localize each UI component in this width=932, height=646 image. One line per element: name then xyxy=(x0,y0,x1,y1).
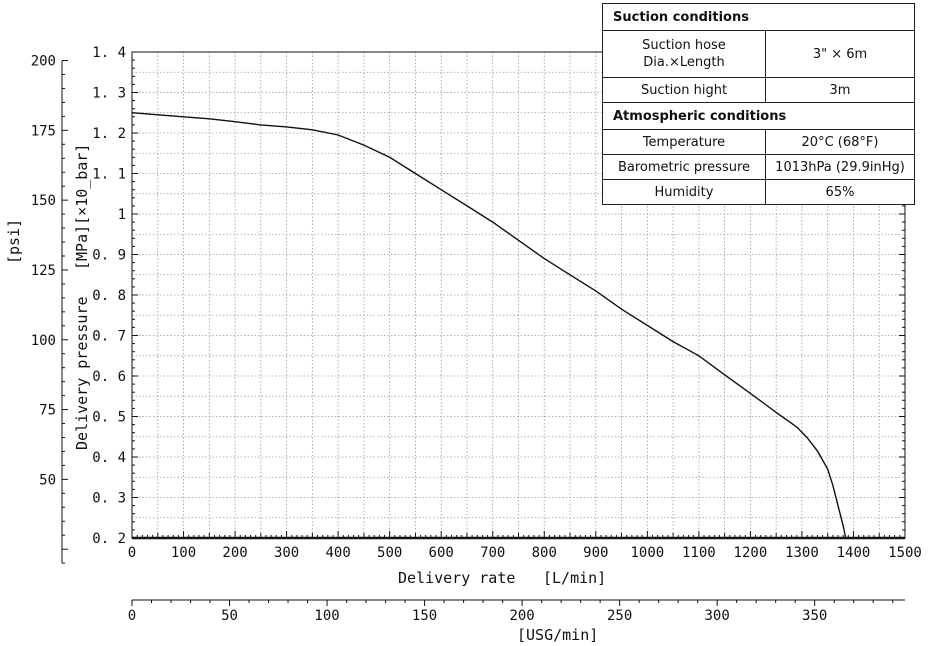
conditions-table: Suction conditions Suction hose Dia.×Len… xyxy=(602,3,915,205)
y2-tick-label: 175 xyxy=(31,123,56,139)
x-tick-label: 300 xyxy=(274,545,299,561)
suction-hose-label-line1: Suction hose xyxy=(642,38,726,53)
x2-tick-label: 250 xyxy=(607,608,632,624)
y2-tick-label: 100 xyxy=(31,333,56,349)
x2-tick-label: 150 xyxy=(412,608,437,624)
x-tick-label: 500 xyxy=(377,545,402,561)
y-tick-label: 1. 4 xyxy=(92,45,126,61)
x-tick-label: 1100 xyxy=(682,545,716,561)
y-tick-label: 0. 8 xyxy=(92,288,126,304)
temperature-label: Temperature xyxy=(602,129,766,155)
suction-hose-label-line2: Dia.×Length xyxy=(643,55,725,70)
barometric-pressure-label: Barometric pressure xyxy=(602,154,766,180)
x-tick-label: 200 xyxy=(222,545,247,561)
suction-conditions-header: Suction conditions xyxy=(602,3,915,31)
x2-tick-label: 300 xyxy=(705,608,730,624)
x-tick-label: 1000 xyxy=(630,545,664,561)
atmospheric-conditions-header: Atmospheric conditions xyxy=(602,102,915,130)
axis-tick-labels: 0 100 200 300 400 500 600 700 800 900 1000 1100 1200… xyxy=(31,45,922,624)
x2-axis-label: [USG/min] xyxy=(517,626,598,644)
y-tick-label: 0. 2 xyxy=(92,531,126,547)
x-tick-label: 1400 xyxy=(837,545,871,561)
y2-tick-label: 125 xyxy=(31,263,56,279)
x-tick-label: 100 xyxy=(171,545,196,561)
y2-axis-label: [psi] xyxy=(5,219,23,264)
y-tick-label: 0. 3 xyxy=(92,491,126,507)
x-tick-label: 0 xyxy=(128,545,136,561)
barometric-pressure-value: 1013hPa (29.9inHg) xyxy=(765,154,915,180)
y-tick-label: 0. 4 xyxy=(92,450,126,466)
y-axis-unit: [MPa][×10_bar] xyxy=(73,144,91,270)
y-tick-label: 1. 3 xyxy=(92,86,126,102)
x-tick-label: 700 xyxy=(480,545,505,561)
x2-tick-label: 100 xyxy=(314,608,339,624)
x2-tick-label: 200 xyxy=(509,608,534,624)
x2-tick-label: 0 xyxy=(128,608,136,624)
x-tick-label: 900 xyxy=(583,545,608,561)
y2-tick-label: 50 xyxy=(39,472,56,488)
x-tick-label: 1300 xyxy=(785,545,819,561)
y-tick-label: 0. 9 xyxy=(92,248,126,264)
temperature-value: 20°C (68°F) xyxy=(765,129,915,155)
y-tick-label: 0. 7 xyxy=(92,329,126,345)
x-tick-label: 800 xyxy=(532,545,557,561)
y-tick-label: 0. 5 xyxy=(92,410,126,426)
series-line-delivery-pressure xyxy=(131,112,847,539)
x2-tick-label: 350 xyxy=(802,608,827,624)
humidity-label: Humidity xyxy=(602,179,766,205)
y2-tick-label: 75 xyxy=(39,403,56,419)
y2-tick-label: 150 xyxy=(31,193,56,209)
x2-tick-label: 50 xyxy=(221,608,238,624)
humidity-value: 65% xyxy=(765,179,915,205)
y-tick-label: 1. 2 xyxy=(92,126,126,142)
y-tick-label: 1. 1 xyxy=(92,167,126,183)
suction-hight-label: Suction hight xyxy=(602,77,766,103)
x-tick-label: 1500 xyxy=(888,545,922,561)
x-axis-unit: [L/min] xyxy=(543,569,606,587)
y-axis-label: Delivery pressure xyxy=(73,296,91,450)
y-tick-label: 1 xyxy=(118,207,126,223)
suction-hose-label: Suction hose Dia.×Length xyxy=(602,30,766,78)
suction-hight-value: 3m xyxy=(765,77,915,103)
x-tick-label: 1200 xyxy=(734,545,768,561)
y2-tick-label: 200 xyxy=(31,54,56,70)
x-axis-label: Delivery rate xyxy=(398,569,515,587)
x-tick-label: 400 xyxy=(325,545,350,561)
suction-hose-value: 3" × 6m xyxy=(765,30,915,78)
y-tick-label: 0. 6 xyxy=(92,369,126,385)
x-tick-label: 600 xyxy=(429,545,454,561)
